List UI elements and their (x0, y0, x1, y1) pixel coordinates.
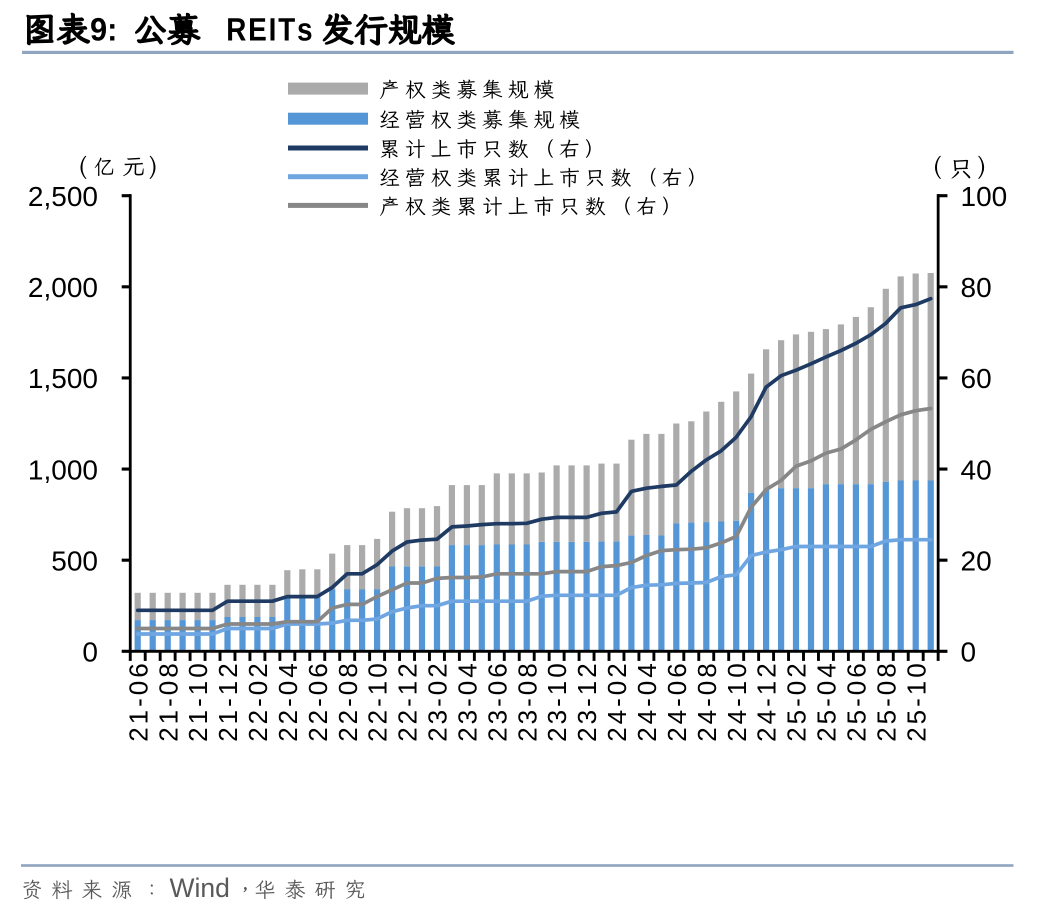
svg-text:1,000: 1,000 (28, 454, 98, 485)
svg-text:20: 20 (961, 545, 992, 576)
svg-text:24-06: 24-06 (662, 660, 692, 742)
svg-text:22-04: 22-04 (273, 660, 303, 742)
svg-text:500: 500 (51, 545, 98, 576)
svg-text:23-12: 23-12 (572, 660, 602, 742)
svg-text:23-08: 23-08 (512, 660, 542, 742)
svg-text:25-06: 25-06 (842, 660, 872, 742)
svg-text:23-02: 23-02 (423, 660, 453, 742)
svg-text:25-10: 25-10 (901, 660, 931, 742)
svg-text:22-10: 22-10 (363, 660, 393, 742)
svg-text:21-08: 21-08 (153, 660, 183, 742)
svg-text:60: 60 (961, 363, 992, 394)
svg-text:0: 0 (82, 637, 98, 668)
svg-text:2,500: 2,500 (28, 181, 98, 212)
svg-text:21-06: 21-06 (123, 660, 153, 742)
svg-text:23-10: 23-10 (542, 660, 572, 742)
svg-text:22-08: 22-08 (333, 660, 363, 742)
svg-text:22-12: 22-12 (393, 660, 423, 742)
svg-text:100: 100 (961, 181, 1008, 212)
svg-text:24-12: 24-12 (752, 660, 782, 742)
svg-text:24-02: 24-02 (602, 660, 632, 742)
svg-text:23-06: 23-06 (482, 660, 512, 742)
svg-text:22-02: 22-02 (243, 660, 273, 742)
svg-text:0: 0 (961, 637, 977, 668)
svg-text:24-08: 24-08 (692, 660, 722, 742)
svg-text:40: 40 (961, 454, 992, 485)
svg-text:22-06: 22-06 (303, 660, 333, 742)
svg-text:24-10: 24-10 (722, 660, 752, 742)
svg-text:2,000: 2,000 (28, 272, 98, 303)
svg-text:Wind: Wind (170, 873, 230, 903)
svg-text:25-02: 25-02 (782, 660, 812, 742)
svg-text:21-12: 21-12 (213, 660, 243, 742)
svg-text:21-10: 21-10 (183, 660, 213, 742)
svg-text:25-04: 25-04 (812, 660, 842, 742)
svg-text:23-04: 23-04 (453, 660, 483, 742)
svg-text:80: 80 (961, 272, 992, 303)
svg-text:25-08: 25-08 (871, 660, 901, 742)
svg-text:1,500: 1,500 (28, 363, 98, 394)
svg-text:24-04: 24-04 (632, 660, 662, 742)
